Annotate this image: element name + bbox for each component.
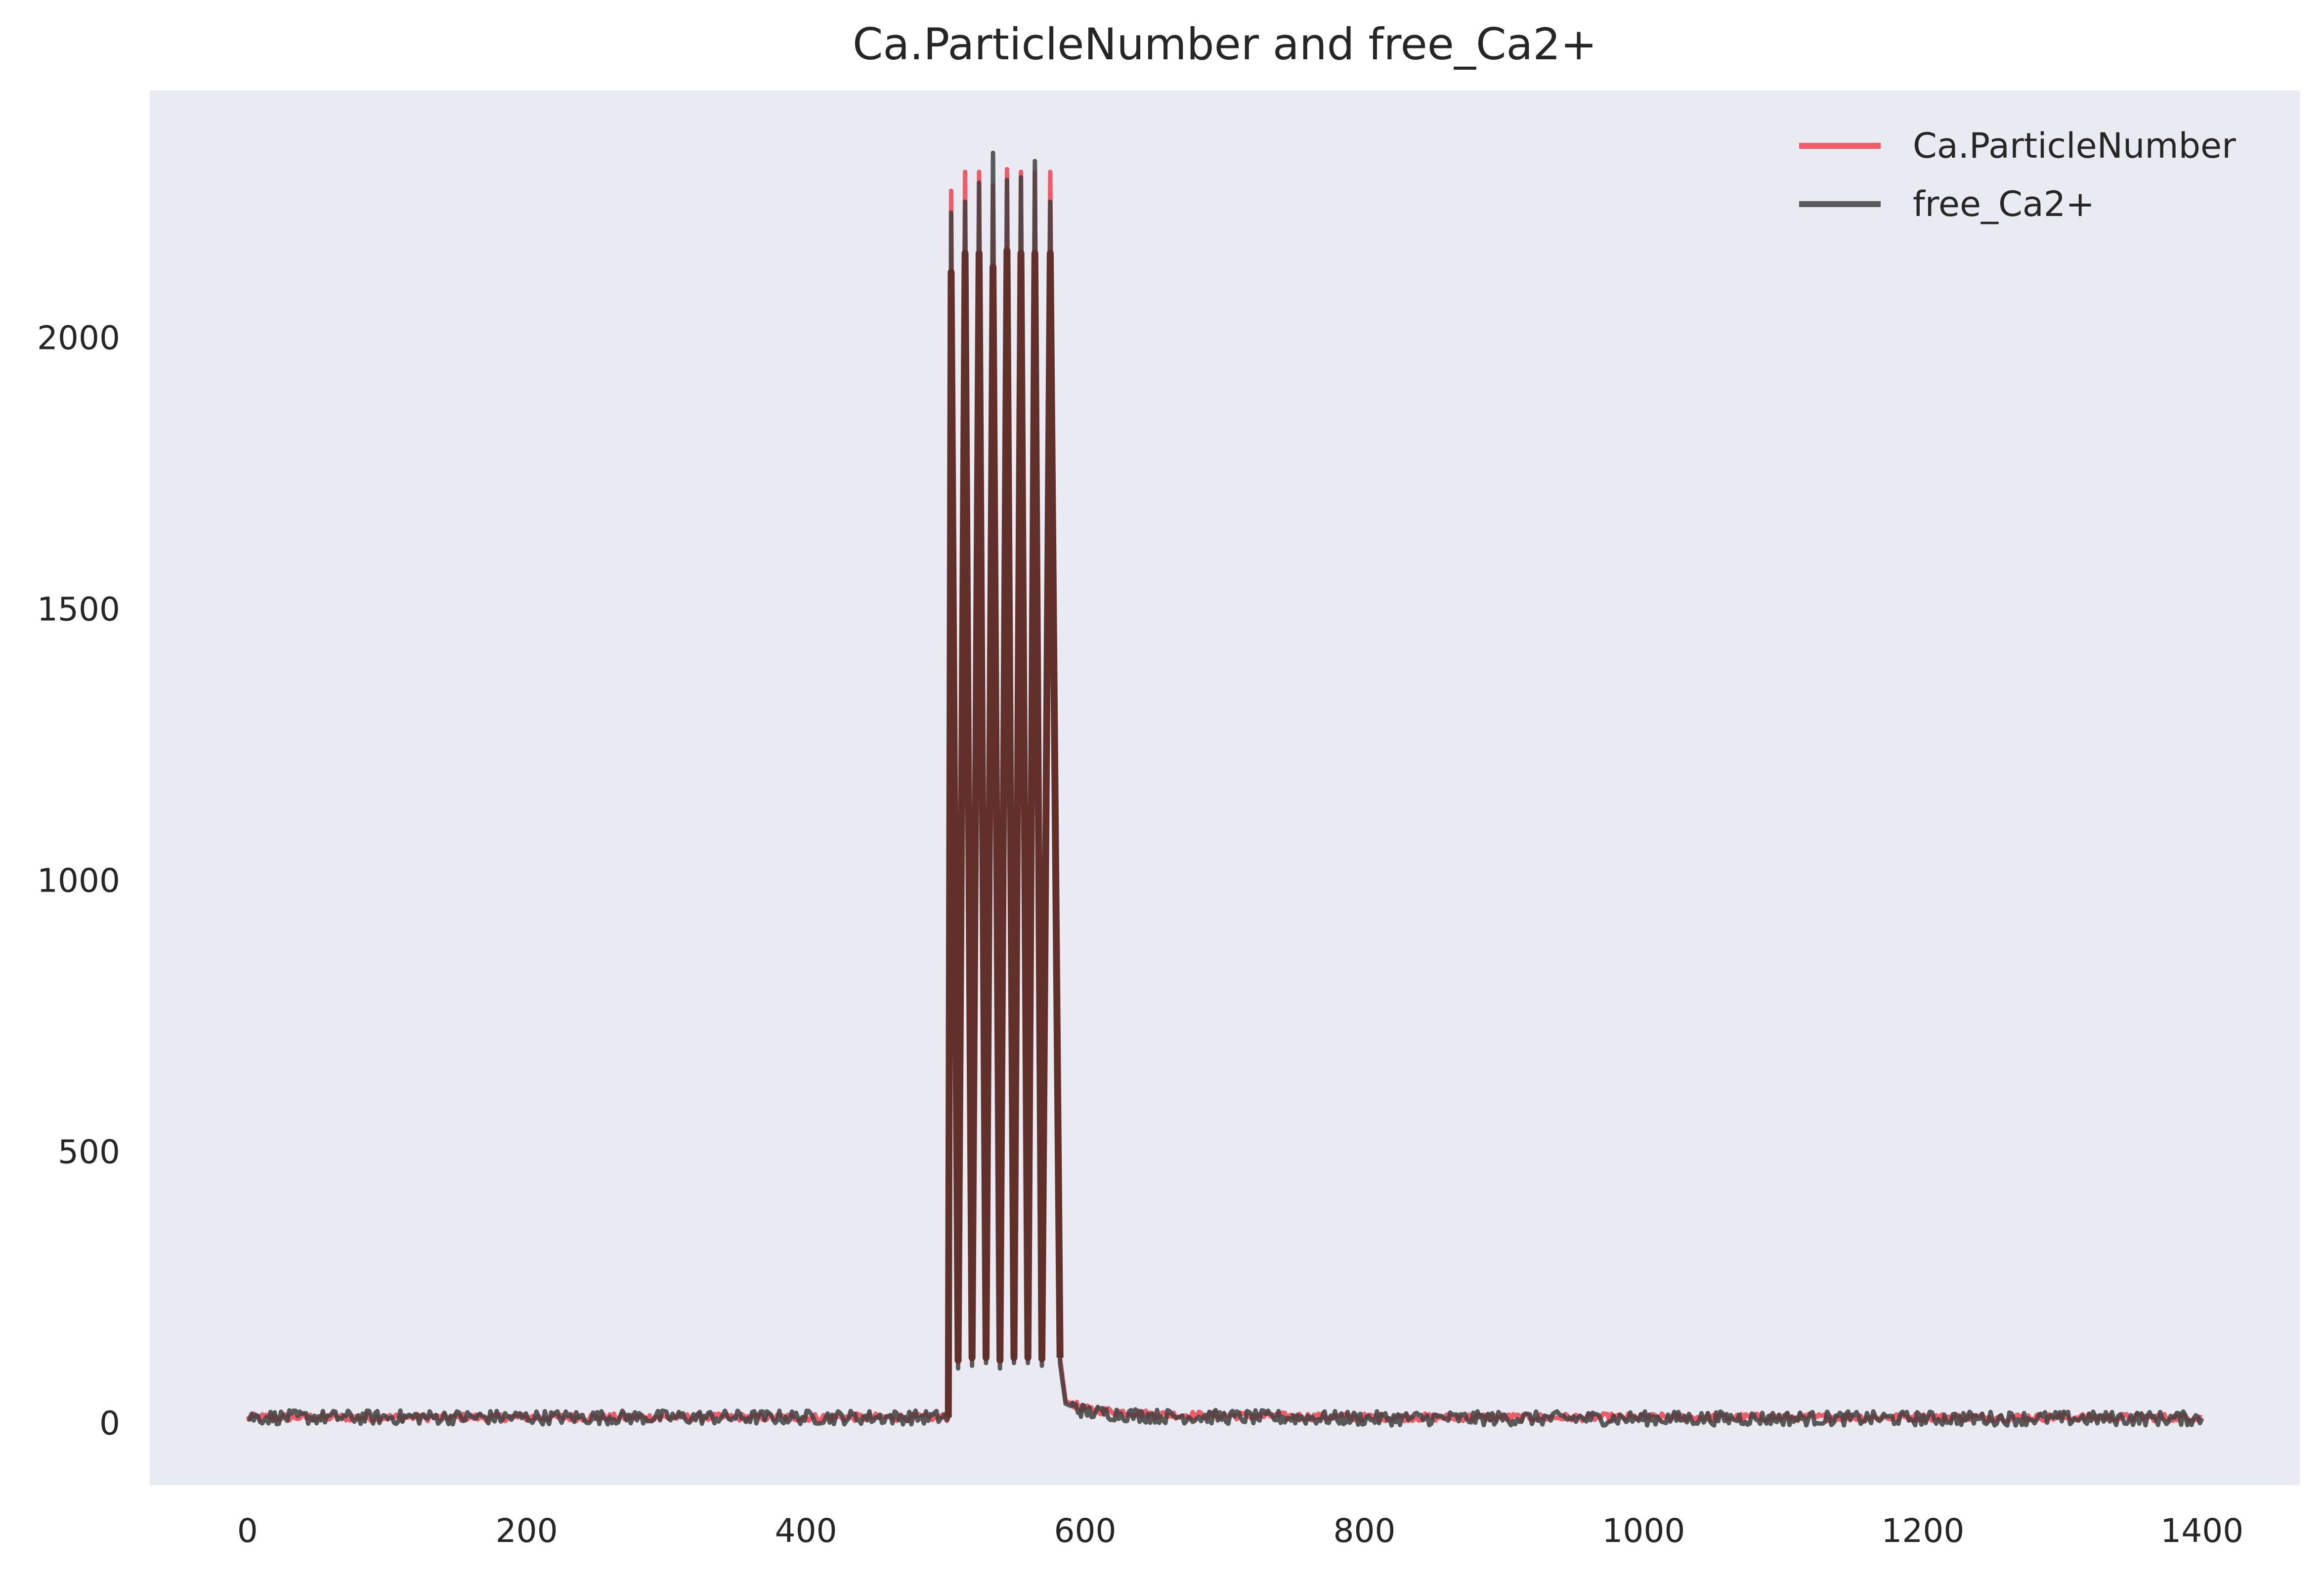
y-tick-label: 1000 xyxy=(37,862,120,900)
chart-title: Ca.ParticleNumber and free_Ca2+ xyxy=(853,19,1597,70)
x-tick-label: 1200 xyxy=(1881,1512,1964,1550)
chart-legend: Ca.ParticleNumber free_Ca2+ xyxy=(1799,126,2236,224)
y-tick-label: 2000 xyxy=(37,319,120,357)
x-tick-label: 400 xyxy=(775,1512,837,1550)
plot-area xyxy=(150,90,2300,1485)
y-tick-label: 1500 xyxy=(37,591,120,629)
x-tick-label: 800 xyxy=(1333,1512,1395,1550)
legend-label-0: Ca.ParticleNumber xyxy=(1913,126,2236,166)
x-tick-label: 1000 xyxy=(1602,1512,1685,1550)
y-tick-label: 0 xyxy=(99,1405,120,1443)
x-axis-ticks: 0 200 400 600 800 1000 1200 1400 xyxy=(237,1512,2244,1550)
x-tick-label: 600 xyxy=(1054,1512,1117,1550)
series-line-1 xyxy=(246,150,2204,1428)
series-layer xyxy=(246,150,2204,1428)
y-tick-label: 500 xyxy=(58,1133,120,1171)
x-tick-label: 1400 xyxy=(2160,1512,2243,1550)
y-axis-ticks: 0 500 1000 1500 2000 xyxy=(37,319,120,1443)
legend-label-1: free_Ca2+ xyxy=(1913,184,2095,224)
burst-overlap xyxy=(945,247,1064,1417)
x-tick-label: 200 xyxy=(496,1512,558,1550)
x-tick-label: 0 xyxy=(237,1512,258,1550)
